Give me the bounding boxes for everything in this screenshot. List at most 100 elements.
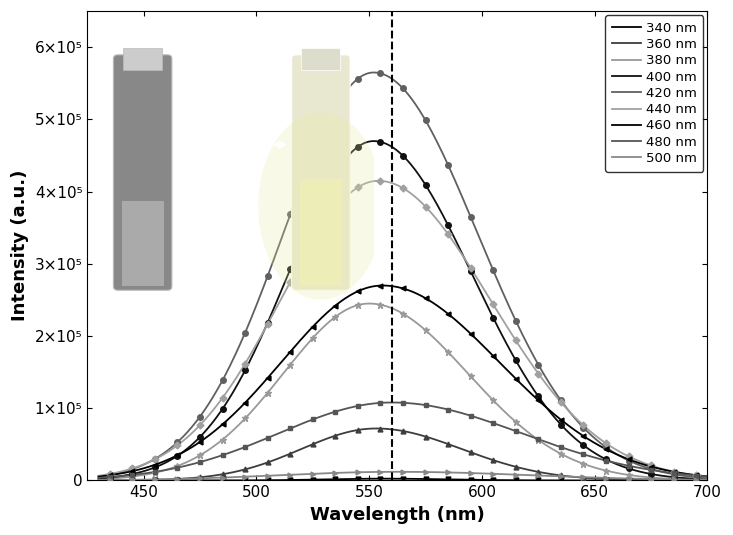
360 nm (562, 473, 571, 479)
360 nm (715, 477, 723, 484)
Line: 420 nm: 420 nm (98, 72, 719, 479)
FancyBboxPatch shape (292, 55, 350, 290)
380 nm (254, 401, 262, 408)
500 nm (509, 471, 518, 478)
400 nm (94, 475, 103, 482)
460 nm (254, 386, 262, 392)
460 nm (562, 421, 571, 427)
500 nm (715, 477, 723, 483)
400 nm (460, 256, 469, 263)
480 nm (254, 439, 262, 445)
400 nm (254, 341, 262, 347)
480 nm (94, 475, 103, 481)
460 nm (715, 474, 723, 480)
360 nm (376, 425, 385, 432)
Line: 360 nm: 360 nm (98, 429, 719, 480)
500 nm (204, 475, 213, 482)
440 nm (94, 472, 103, 479)
460 nm (509, 373, 518, 380)
500 nm (460, 470, 469, 476)
380 nm (204, 447, 213, 453)
380 nm (562, 454, 571, 460)
Bar (122, 201, 163, 286)
360 nm (204, 473, 213, 479)
Bar (300, 179, 342, 286)
420 nm (94, 473, 103, 480)
440 nm (376, 178, 385, 184)
380 nm (94, 476, 103, 483)
400 nm (562, 427, 571, 434)
340 nm (460, 477, 469, 483)
X-axis label: Wavelength (nm): Wavelength (nm) (310, 506, 485, 524)
440 nm (374, 178, 383, 184)
460 nm (204, 433, 213, 439)
360 nm (254, 462, 262, 469)
460 nm (377, 282, 386, 289)
480 nm (387, 399, 396, 406)
420 nm (715, 476, 723, 482)
400 nm (369, 138, 378, 144)
440 nm (509, 334, 518, 340)
420 nm (376, 70, 385, 77)
440 nm (204, 412, 213, 419)
400 nm (715, 477, 723, 483)
380 nm (460, 367, 469, 373)
500 nm (375, 469, 383, 475)
420 nm (562, 405, 571, 411)
Bar (123, 48, 162, 70)
360 nm (509, 463, 518, 469)
340 nm (254, 477, 262, 484)
Line: 460 nm: 460 nm (98, 286, 719, 477)
Line: 480 nm: 480 nm (98, 402, 719, 478)
460 nm (94, 473, 103, 480)
380 nm (376, 301, 385, 308)
400 nm (376, 139, 385, 145)
Legend: 340 nm, 360 nm, 380 nm, 400 nm, 420 nm, 440 nm, 460 nm, 480 nm, 500 nm: 340 nm, 360 nm, 380 nm, 400 nm, 420 nm, … (605, 15, 704, 172)
380 nm (364, 300, 373, 307)
340 nm (94, 477, 103, 484)
340 nm (715, 477, 723, 484)
440 nm (715, 475, 723, 481)
480 nm (204, 456, 213, 463)
Text: 365 nm: 365 nm (197, 83, 261, 98)
440 nm (562, 406, 571, 412)
340 nm (375, 476, 383, 482)
480 nm (509, 427, 518, 433)
420 nm (369, 69, 378, 75)
400 nm (509, 354, 518, 360)
Line: 400 nm: 400 nm (98, 141, 719, 480)
460 nm (460, 325, 469, 332)
Line: 500 nm: 500 nm (98, 472, 719, 480)
500 nm (94, 477, 103, 483)
360 nm (372, 425, 380, 432)
480 nm (460, 411, 469, 417)
360 nm (94, 477, 103, 484)
500 nm (254, 473, 262, 479)
460 nm (375, 282, 383, 289)
420 nm (254, 298, 262, 304)
380 nm (715, 477, 723, 483)
FancyBboxPatch shape (114, 55, 172, 290)
500 nm (562, 473, 571, 480)
500 nm (392, 469, 401, 475)
Ellipse shape (258, 112, 383, 300)
480 nm (562, 446, 571, 452)
Line: 340 nm: 340 nm (98, 479, 719, 480)
420 nm (204, 401, 213, 408)
480 nm (375, 400, 383, 406)
340 nm (509, 477, 518, 484)
420 nm (509, 313, 518, 319)
400 nm (204, 425, 213, 431)
340 nm (204, 477, 213, 484)
480 nm (715, 474, 723, 480)
340 nm (377, 476, 386, 482)
Bar (301, 48, 340, 70)
Line: 440 nm: 440 nm (98, 181, 719, 478)
340 nm (562, 477, 571, 484)
420 nm (460, 201, 469, 207)
Y-axis label: Intensity (a.u.): Intensity (a.u.) (11, 170, 29, 322)
Line: 380 nm: 380 nm (98, 303, 719, 480)
360 nm (460, 447, 469, 454)
440 nm (460, 256, 469, 263)
440 nm (254, 338, 262, 345)
